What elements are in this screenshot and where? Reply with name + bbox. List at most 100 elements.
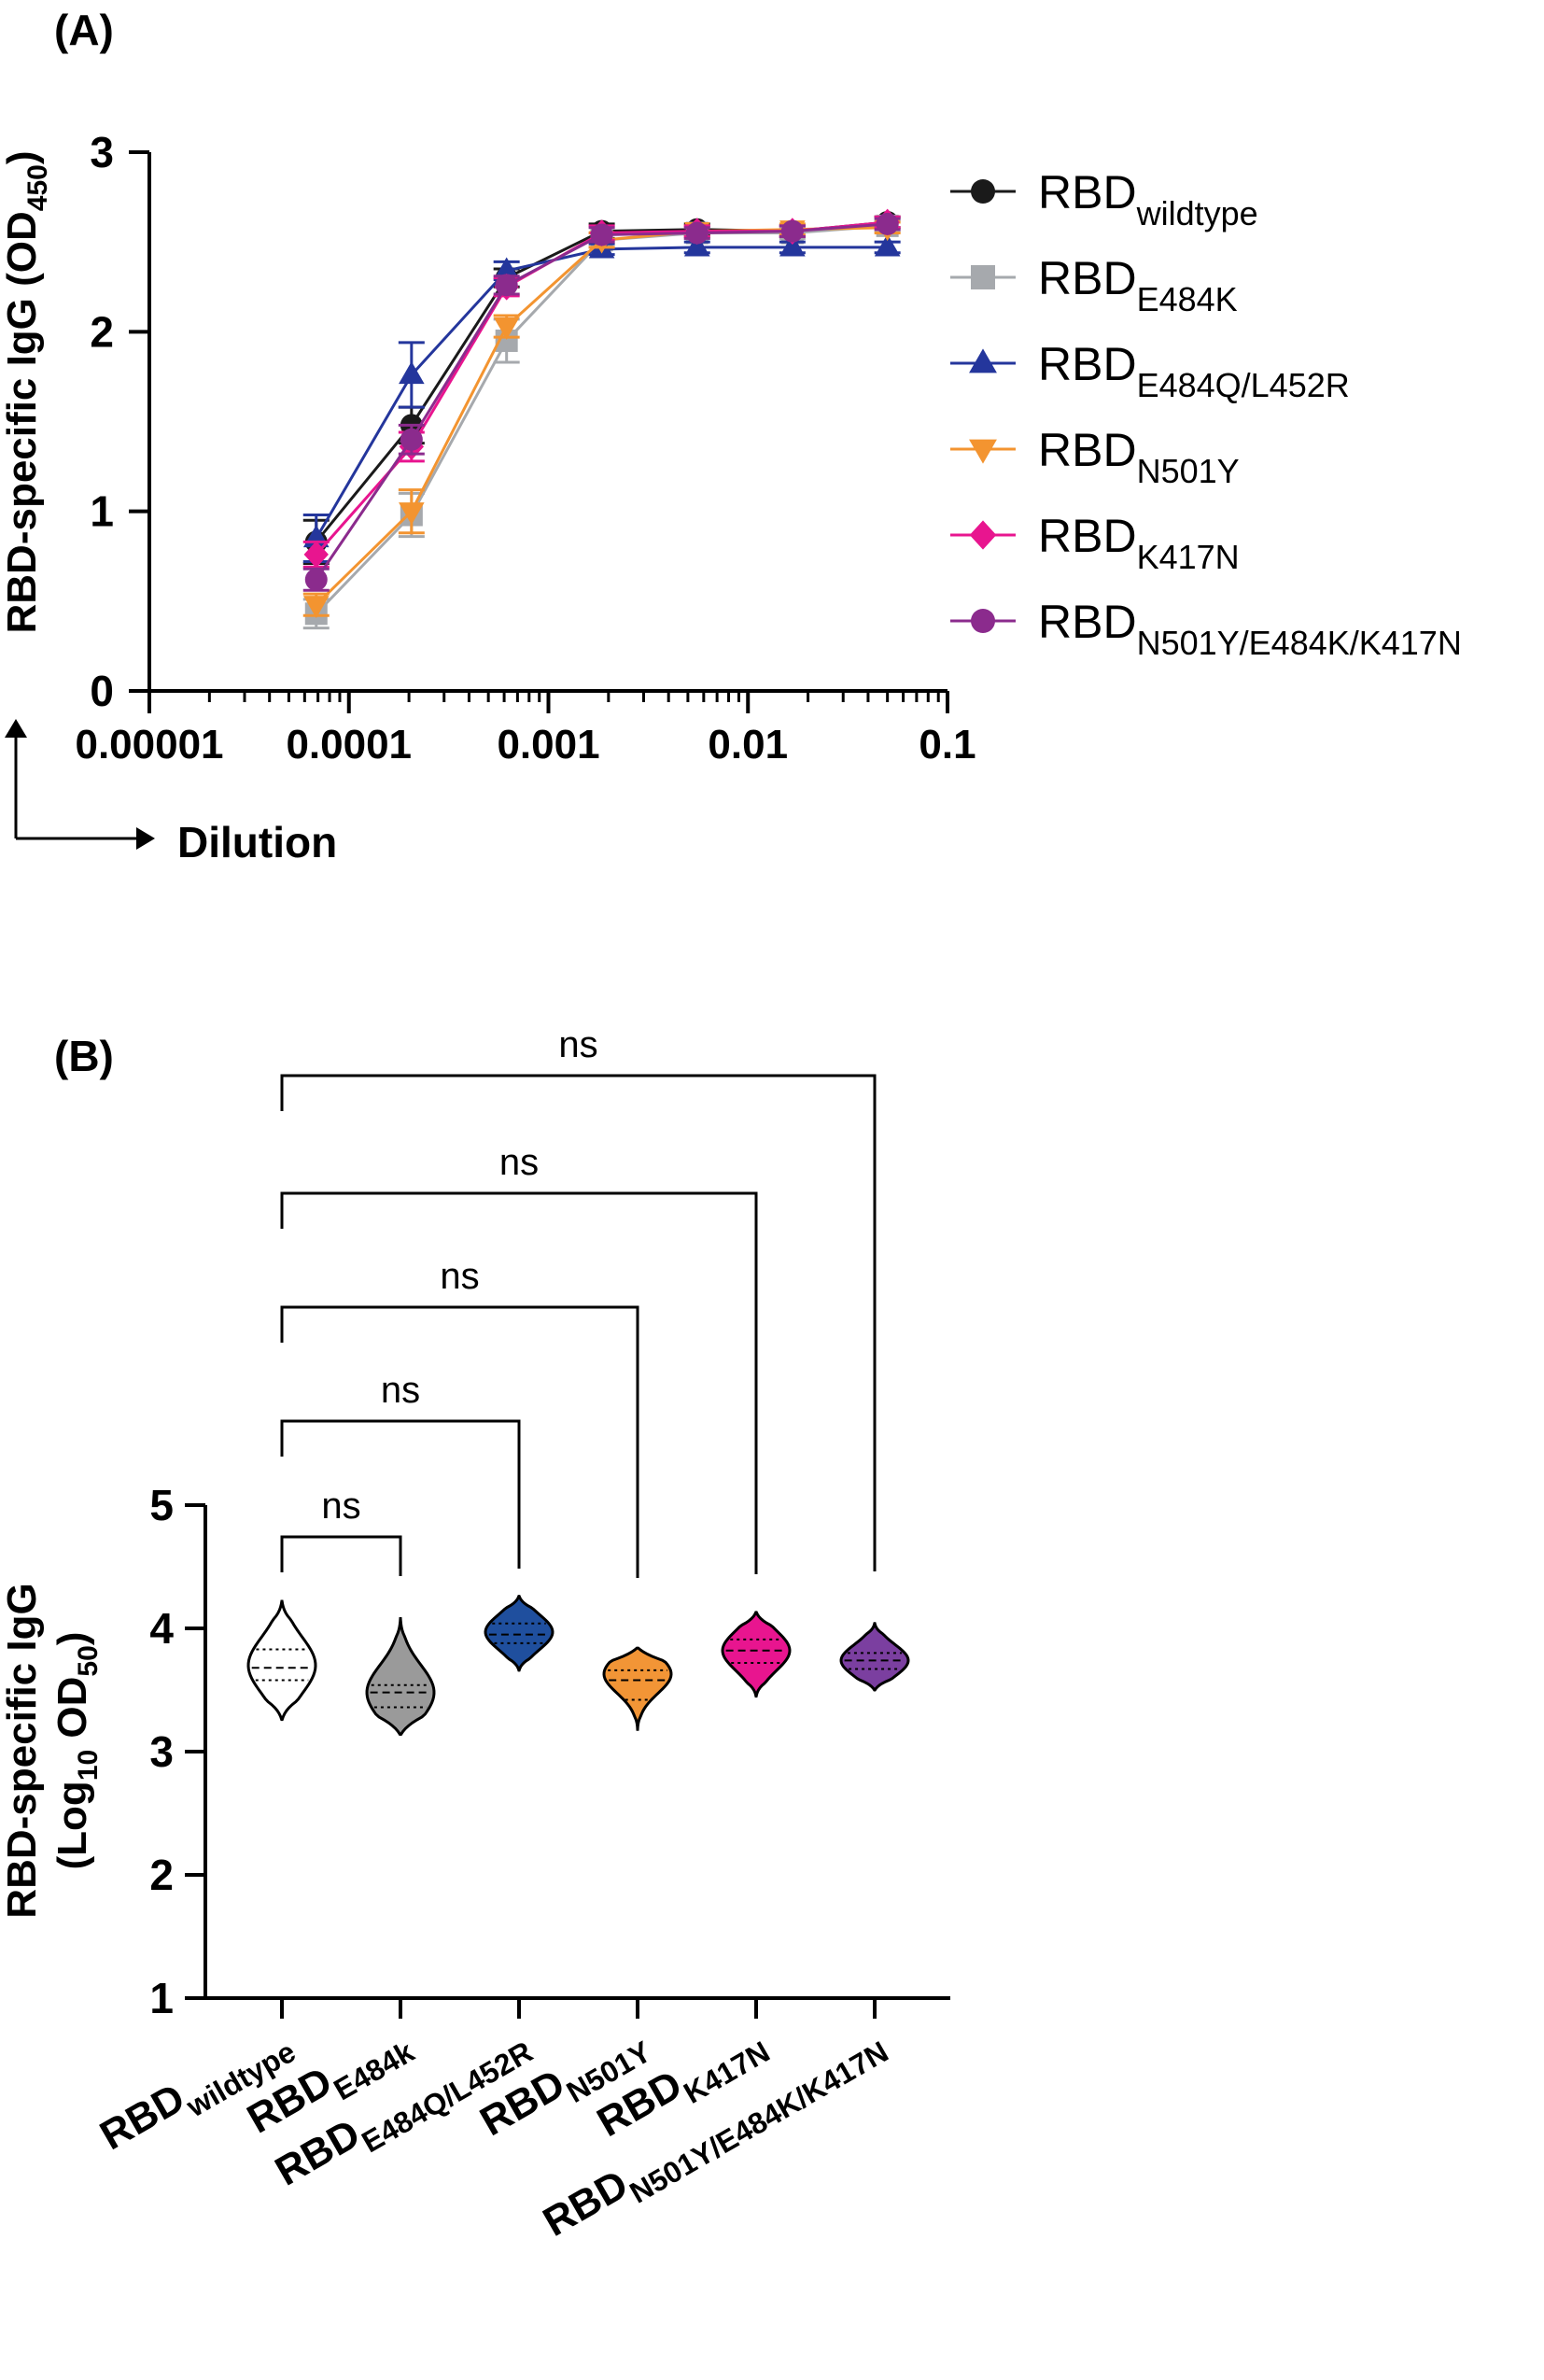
series-e484k [302,214,901,630]
significance-label: ns [499,1142,539,1183]
data-point [683,233,710,257]
violin [721,1611,792,1698]
bracket-line [280,1305,639,1578]
violin [602,1646,673,1731]
violin [484,1595,554,1672]
significance-label: ns [440,1256,479,1297]
legend-label: RBDE484K [1038,252,1238,318]
data-point [304,568,328,591]
panel-a-x-tick-label: 0.01 [708,722,788,768]
comparison-bracket: ns [280,1142,758,1574]
legend-label: RBDN501Y/E484K/K417N [1038,596,1462,662]
violin-shape [602,1646,673,1731]
violin-shape [246,1599,317,1722]
panel-b-y-tick-label: 3 [149,1727,174,1776]
panel-a-y-tick-label: 3 [90,128,114,176]
significance-label: ns [321,1486,360,1527]
data-point [876,212,899,235]
legend-label: RBDE484Q/L452R [1038,338,1350,404]
data-point [495,274,518,297]
data-point [400,428,423,451]
legend-label: RBDK417N [1038,510,1240,576]
data-point [399,361,425,385]
data-point [779,233,806,257]
bracket-line [280,1074,877,1571]
panel-a-y-axis-label: RBD-specific IgG (OD450) [0,151,53,634]
arrow-head-up [5,719,27,738]
panel-a-y-tick-label: 0 [90,667,114,715]
panel-b-y-axis-label-line2: (Log10 OD50) [49,1632,104,1870]
panel-b-y-tick-label: 1 [149,1974,174,2022]
category-label: RBDN501Y/E484K/K417N [536,2015,894,2254]
data-point [780,219,804,243]
panel-b-comparisons: ns ns ns ns ns [280,1024,877,1578]
panel-a-y-tick-label: 1 [90,487,114,536]
legend-entry: RBDwildtype [950,166,1258,232]
dilution-arrow [14,734,140,840]
panel-b-y-tick-label: 4 [149,1604,174,1653]
comparison-bracket: ns [280,1024,877,1571]
legend-entry: RBDN501Y/E484K/K417N [950,596,1462,662]
comparison-bracket: ns [280,1256,639,1578]
panel-a-axes: 0 1 2 3 0.00001 0.0001 0.001 0.01 0.1 [75,128,976,768]
data-point [493,257,520,280]
bracket-line [280,1535,402,1576]
data-point [493,317,520,340]
panel-a-x-tick-label: 0.001 [497,722,599,768]
significance-label: ns [381,1370,420,1411]
panel-b: (B) 1 2 3 4 5 ns ns ns ns ns RBDwildtypeRBDE484k… [0,1024,950,2254]
data-point [302,596,330,619]
legend-entry: RBDK417N [950,510,1240,576]
panel-b-violins [246,1595,910,1737]
series-n501y-e484k-k417n [302,212,901,592]
panel-a: (A) 0 1 2 3 0.00001 0.0001 0.001 0.01 0.1 RBDwil… [0,6,1462,866]
data-point [969,348,997,373]
legend-label: RBDN501Y [1038,424,1240,490]
panel-b-y-tick-label: 2 [149,1851,174,1899]
violin [246,1599,317,1722]
data-point [590,223,613,246]
arrow-head-right [136,827,155,850]
legend-entry: RBDN501Y [950,424,1240,490]
panel-a-x-tick-label: 0.1 [919,722,976,768]
legend-entry: RBDE484K [950,252,1238,318]
panel-b-label: (B) [54,1032,114,1080]
legend-label: RBDwildtype [1038,166,1258,232]
violin [365,1616,436,1737]
panel-b-category-labels: RBDwildtypeRBDE484kRBDE484Q/L452RRBDN501… [92,2015,894,2254]
data-point [969,520,997,550]
violin-shape [365,1616,436,1737]
data-point [874,233,901,257]
panel-b-y-tick-label: 5 [149,1481,174,1529]
panel-a-label: (A) [54,6,114,54]
series-line [315,226,888,606]
panel-b-y-axis-label-line1: RBD-specific IgG [0,1583,45,1918]
panel-a-x-axis-label: Dilution [177,818,337,866]
violin-shape [484,1595,554,1672]
data-point [685,221,709,245]
significance-label: ns [558,1024,597,1065]
comparison-bracket: ns [280,1370,521,1569]
panel-a-x-tick-label: 0.0001 [286,722,412,768]
data-point [399,502,425,526]
violin-shape [839,1622,910,1692]
series-wildtype [302,211,901,565]
data-point [303,541,329,569]
panel-a-y-tick-label: 2 [90,307,114,356]
legend-entry: RBDE484Q/L452R [950,338,1350,404]
panel-a-legend: RBDwildtype RBDE484K RBDE484Q/L452R RBDN501… [950,166,1462,662]
data-point [971,609,995,633]
violin-shape [721,1611,792,1698]
violin [839,1622,910,1692]
data-point [969,439,997,464]
panel-b-axes: 1 2 3 4 5 [149,1481,950,2022]
panel-a-x-tick-label: 0.00001 [75,722,223,768]
data-point [971,179,995,204]
data-point [971,265,995,289]
series-e484q-l452r [302,233,901,564]
series-n501y [302,218,901,619]
series-k417n [302,208,901,569]
comparison-bracket: ns [280,1486,402,1576]
bracket-line [280,1191,758,1574]
